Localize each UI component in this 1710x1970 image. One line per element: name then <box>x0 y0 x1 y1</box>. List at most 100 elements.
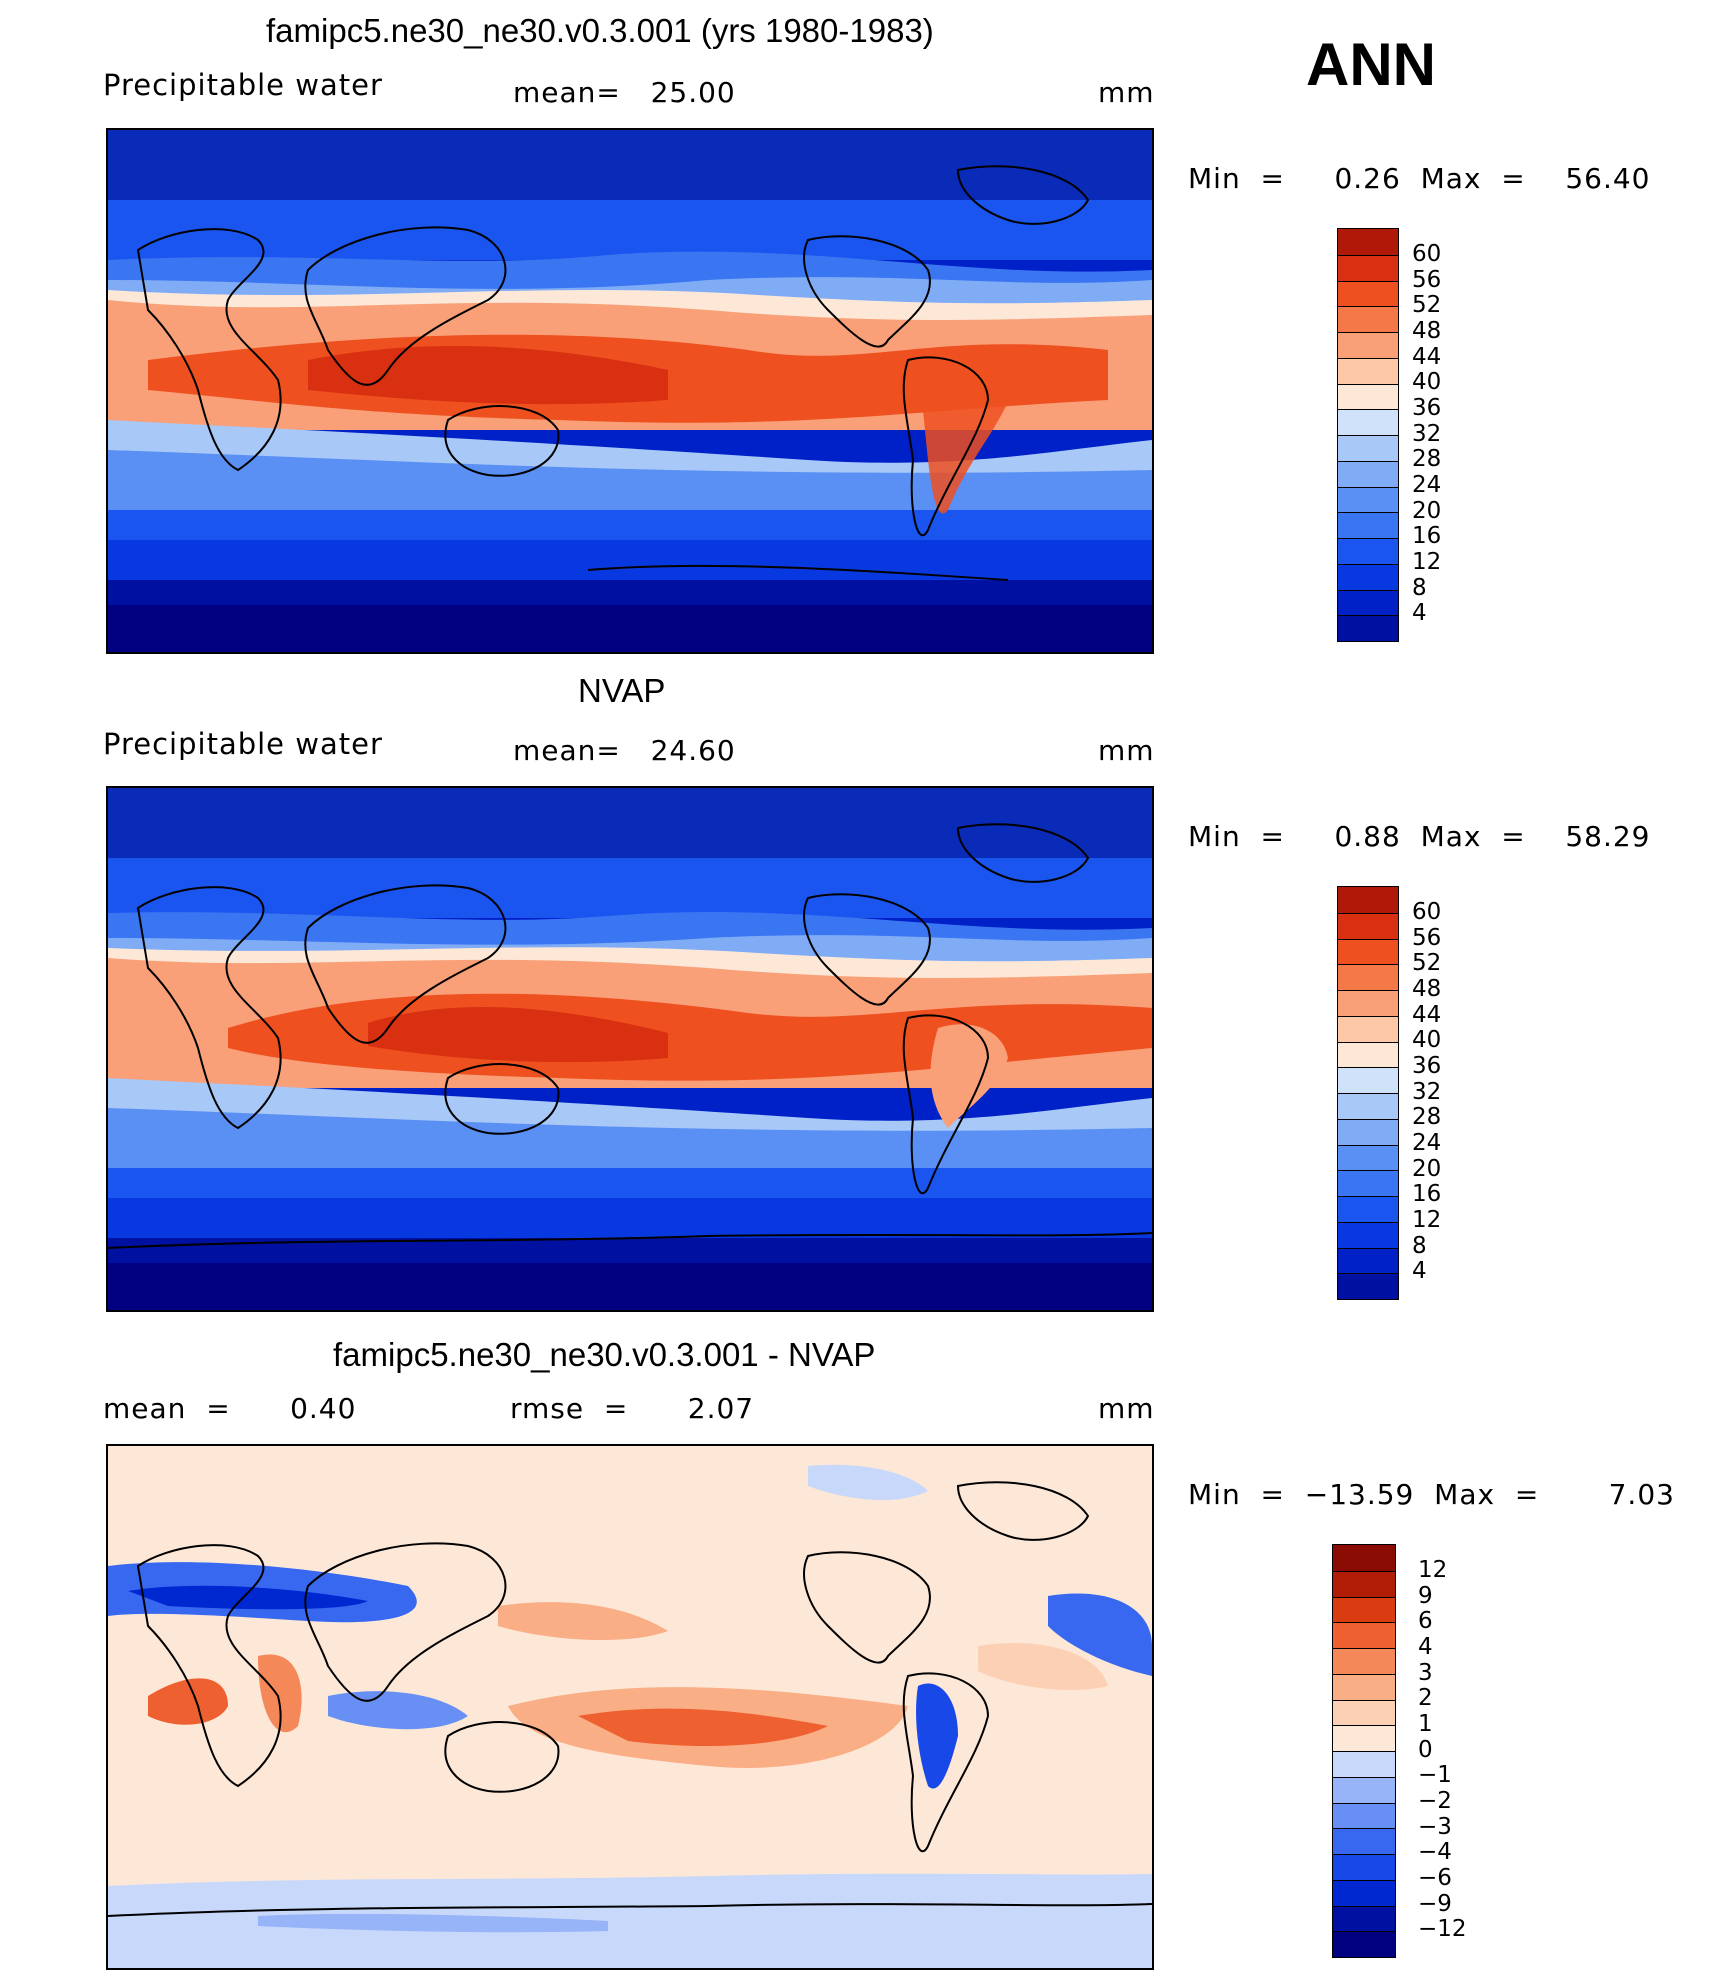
colorbar-segment <box>1338 435 1398 461</box>
colorbar-tick: 28 <box>1412 1104 1442 1130</box>
panel1-map <box>106 128 1154 654</box>
colorbar-tick: 48 <box>1412 318 1442 344</box>
colorbar-segment <box>1338 1093 1398 1119</box>
panel1-map-svg <box>108 130 1152 652</box>
colorbar-tick: −2 <box>1418 1788 1452 1814</box>
panel2-minmax: Min = 0.88 Max = 58.29 <box>1188 820 1651 853</box>
colorbar-segment <box>1333 1776 1395 1803</box>
panel1-minmax: Min = 0.26 Max = 56.40 <box>1188 162 1651 195</box>
panel1-title: famipc5.ne30_ne30.v0.3.001 (yrs 1980-198… <box>266 12 934 49</box>
colorbar-segment <box>1338 563 1398 590</box>
colorbar-segment <box>1338 589 1398 616</box>
panel1-units: mm <box>1098 76 1155 109</box>
colorbar-segment <box>1333 1673 1395 1700</box>
colorbar-segment <box>1333 1596 1395 1623</box>
colorbar-segment <box>1338 1273 1398 1299</box>
panel1-colorbar <box>1337 228 1399 642</box>
colorbar-tick: 12 <box>1412 549 1442 575</box>
colorbar-tick: 12 <box>1418 1557 1448 1583</box>
panel3-title: famipc5.ne30_ne30.v0.3.001 - NVAP <box>333 1336 876 1373</box>
colorbar-tick: 4 <box>1418 1634 1433 1660</box>
colorbar-tick: 16 <box>1412 523 1442 549</box>
colorbar-segment <box>1338 990 1398 1016</box>
panel2-colorbar-segments <box>1338 887 1398 1299</box>
colorbar-segment <box>1333 1828 1395 1854</box>
panel2-map-svg <box>108 788 1152 1310</box>
panel2-mean-label: mean= 24.60 <box>513 734 736 767</box>
panel3-colorbar <box>1332 1544 1396 1958</box>
colorbar-tick: 9 <box>1418 1583 1433 1609</box>
colorbar-tick: 20 <box>1412 1156 1442 1182</box>
colorbar-segment <box>1333 1570 1395 1597</box>
panel2-variable-label: Precipitable water <box>103 727 383 761</box>
colorbar-tick: 40 <box>1412 369 1442 395</box>
colorbar-segment <box>1338 1170 1398 1196</box>
colorbar-tick: 44 <box>1412 344 1442 370</box>
colorbar-tick: 60 <box>1412 241 1442 267</box>
colorbar-segment <box>1338 615 1398 641</box>
colorbar-segment <box>1338 357 1398 384</box>
colorbar-segment <box>1338 460 1398 487</box>
colorbar-tick: 40 <box>1412 1027 1442 1053</box>
colorbar-segment <box>1338 254 1398 281</box>
colorbar-segment <box>1338 538 1398 564</box>
colorbar-tick: 8 <box>1412 1233 1427 1259</box>
colorbar-segment <box>1338 383 1398 410</box>
colorbar-tick: 36 <box>1412 1053 1442 1079</box>
colorbar-tick: −12 <box>1418 1916 1467 1942</box>
colorbar-tick: 6 <box>1418 1608 1433 1634</box>
colorbar-tick: 52 <box>1412 950 1442 976</box>
colorbar-segment <box>1338 332 1398 358</box>
colorbar-segment <box>1338 1247 1398 1274</box>
colorbar-tick: −6 <box>1418 1865 1452 1891</box>
colorbar-segment <box>1333 1879 1395 1906</box>
colorbar-segment <box>1338 964 1398 990</box>
colorbar-tick: 4 <box>1412 600 1427 626</box>
panel3-map <box>106 1444 1154 1970</box>
colorbar-tick: 32 <box>1412 421 1442 447</box>
colorbar-segment <box>1338 1196 1398 1222</box>
colorbar-tick: −1 <box>1418 1762 1452 1788</box>
panel3-rmse-label: rmse = 2.07 <box>510 1392 755 1425</box>
colorbar-tick: 60 <box>1412 899 1442 925</box>
colorbar-tick: 4 <box>1412 1258 1427 1284</box>
season-label: ANN <box>1306 31 1436 98</box>
colorbar-segment <box>1338 1221 1398 1248</box>
panel3-colorbar-segments <box>1333 1545 1395 1957</box>
colorbar-segment <box>1338 887 1398 913</box>
colorbar-segment <box>1338 512 1398 538</box>
colorbar-tick: 24 <box>1412 472 1442 498</box>
colorbar-tick: 36 <box>1412 395 1442 421</box>
colorbar-tick: 56 <box>1412 925 1442 951</box>
colorbar-segment <box>1333 1648 1395 1674</box>
panel2-map <box>106 786 1154 1312</box>
colorbar-tick: 20 <box>1412 498 1442 524</box>
colorbar-segment <box>1333 1725 1395 1751</box>
panel2-colorbar <box>1337 886 1399 1300</box>
colorbar-tick: 8 <box>1412 575 1427 601</box>
colorbar-segment <box>1338 1015 1398 1042</box>
colorbar-segment <box>1333 1622 1395 1648</box>
colorbar-tick: 28 <box>1412 446 1442 472</box>
panel2-units: mm <box>1098 734 1155 767</box>
colorbar-tick: 1 <box>1418 1711 1433 1737</box>
colorbar-segment <box>1338 306 1398 332</box>
colorbar-tick: 16 <box>1412 1181 1442 1207</box>
colorbar-segment <box>1338 409 1398 435</box>
panel3-map-svg <box>108 1446 1152 1968</box>
colorbar-segment <box>1333 1751 1395 1777</box>
colorbar-segment <box>1338 912 1398 939</box>
colorbar-segment <box>1333 1931 1395 1957</box>
colorbar-tick: 24 <box>1412 1130 1442 1156</box>
colorbar-segment <box>1333 1854 1395 1880</box>
colorbar-segment <box>1338 229 1398 255</box>
panel1-variable-label: Precipitable water <box>103 68 383 102</box>
colorbar-segment <box>1338 1118 1398 1145</box>
colorbar-tick: 44 <box>1412 1002 1442 1028</box>
colorbar-tick: 56 <box>1412 267 1442 293</box>
colorbar-tick: 12 <box>1412 1207 1442 1233</box>
panel1-mean-label: mean= 25.00 <box>513 76 736 109</box>
colorbar-tick: 32 <box>1412 1079 1442 1105</box>
colorbar-segment <box>1338 280 1398 307</box>
colorbar-segment <box>1333 1699 1395 1726</box>
